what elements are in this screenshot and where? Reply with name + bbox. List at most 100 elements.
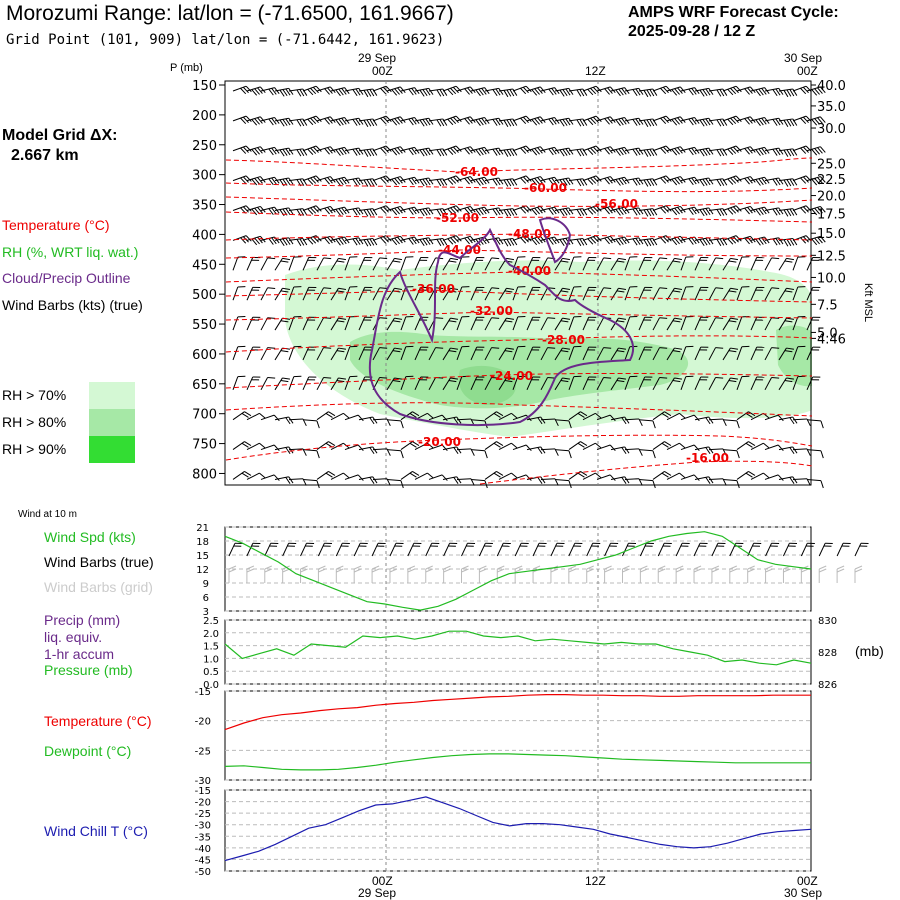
cross-section-barb	[246, 176, 266, 186]
legend-rh70-swatch	[89, 382, 135, 409]
cross-section-barb	[358, 148, 378, 157]
cross-section-barb	[372, 257, 388, 271]
cross-section-barb	[274, 147, 294, 157]
p-tick-label-200: 200	[192, 109, 217, 124]
cross-section-barb	[624, 147, 644, 156]
cross-section-barb	[652, 376, 668, 391]
wind10-grid-barb	[425, 565, 433, 583]
wind10-grid-barb	[335, 565, 344, 583]
cross-section-barb	[358, 416, 378, 425]
temp-tick--30: -30	[195, 776, 211, 787]
cross-section-barb	[750, 117, 770, 127]
temp-tick--25: -25	[195, 746, 211, 757]
cross-section-barb	[246, 286, 261, 301]
cross-section-barb	[680, 315, 694, 331]
wind10-true-barb	[729, 542, 744, 557]
cross-section-barb	[736, 256, 750, 271]
cross-section-barb	[512, 444, 532, 451]
cross-section-barb	[302, 478, 320, 489]
cross-section-barb	[568, 148, 588, 157]
pressure-tick-830: 830	[818, 616, 837, 627]
cross-section-barb	[414, 117, 434, 127]
cross-section-barb	[288, 256, 302, 271]
cross-section-barb	[638, 316, 653, 331]
p-tick-label-650: 650	[192, 378, 217, 393]
cross-section-barb	[260, 146, 280, 156]
cross-section-barb	[652, 175, 672, 184]
cross-section-barb	[442, 446, 462, 455]
cross-section-barb	[470, 257, 485, 271]
cross-section-barb	[512, 205, 532, 214]
cross-section-barb	[610, 176, 630, 186]
p-tick-label-300: 300	[192, 169, 217, 184]
cross-section-barb	[778, 287, 795, 301]
cross-section-barb	[596, 235, 616, 245]
contour-40	[225, 271, 813, 283]
wind10-true-barb	[836, 542, 851, 557]
cross-section-barb	[232, 85, 252, 95]
cross-section-barb	[736, 176, 756, 185]
legend-rh80-label: RH > 80%	[2, 414, 67, 430]
cross-section-barb	[638, 346, 653, 361]
wind10-true-barb	[353, 542, 368, 557]
cross-section-barb	[246, 86, 266, 96]
legend-rh80-swatch	[89, 409, 135, 436]
kft-tick-label-15.0: 15.0	[817, 227, 846, 242]
top-tick-12z: 12Z	[585, 64, 606, 78]
cross-section-barb	[498, 377, 515, 391]
cross-section-barb	[358, 237, 378, 247]
contour-label-56: -56.00	[595, 197, 638, 211]
wind-tick-15: 15	[196, 551, 209, 562]
cross-section-barb	[344, 87, 364, 97]
cross-section-barb	[526, 257, 541, 271]
cross-section-barb	[582, 286, 597, 301]
forecast-cycle-value: 2025-09-28 / 12 Z	[628, 23, 756, 40]
cross-section-barb	[344, 117, 364, 126]
cross-section-barb	[680, 414, 700, 422]
cross-section-barb	[400, 176, 420, 186]
cross-section-barb	[400, 146, 420, 156]
top-date-left: 29 Sep	[358, 51, 397, 65]
wind-spd-label: Wind Spd (kts)	[44, 529, 136, 545]
cross-section-barb	[582, 85, 602, 96]
bottom-tick-00z-1: 00Z	[372, 874, 393, 888]
cross-section-barb	[806, 257, 821, 271]
cross-section-barb	[316, 116, 336, 125]
cross-section-barb	[386, 377, 403, 391]
cross-section-barb	[666, 86, 686, 96]
cross-section-barb	[680, 146, 700, 156]
cross-section-barb	[526, 446, 546, 455]
cross-section-barb	[344, 375, 358, 390]
cross-section-barb	[414, 147, 434, 157]
cross-section-barb	[288, 88, 308, 97]
cross-section-barb	[344, 474, 364, 481]
cross-section-barb	[260, 87, 280, 96]
cross-section-barb	[498, 347, 515, 361]
wind10-true-barb	[246, 542, 261, 557]
cross-section-barb	[680, 474, 700, 481]
wind10-grid-barb	[765, 565, 773, 583]
wind10-grid-barb	[586, 565, 594, 583]
cross-section-barb	[610, 317, 627, 331]
p-tick-label-150: 150	[192, 79, 217, 94]
contour-label-28: -28.00	[542, 333, 585, 347]
cross-section-barb	[274, 257, 291, 271]
cross-section-barb	[568, 441, 588, 450]
cross-section-barb	[484, 441, 504, 450]
cross-section-barb	[456, 176, 476, 185]
cross-section-barb	[442, 347, 459, 361]
cross-section-barb	[764, 376, 780, 391]
cross-section-barb	[372, 145, 392, 154]
cross-section-barb	[386, 86, 406, 96]
cross-section-barb	[442, 377, 459, 391]
wind10-true-barb	[693, 542, 708, 557]
cross-section-barb	[596, 474, 616, 481]
cross-section-barb	[680, 444, 700, 451]
wind10-grid-barb	[496, 565, 505, 583]
cross-section-barb	[736, 235, 756, 245]
legend-temperature: Temperature (°C)	[2, 217, 110, 233]
legend-rh90-label: RH > 90%	[2, 441, 67, 457]
cross-section-barb	[400, 117, 420, 126]
cross-section-barb	[666, 146, 686, 156]
cross-section-barb	[764, 117, 784, 126]
